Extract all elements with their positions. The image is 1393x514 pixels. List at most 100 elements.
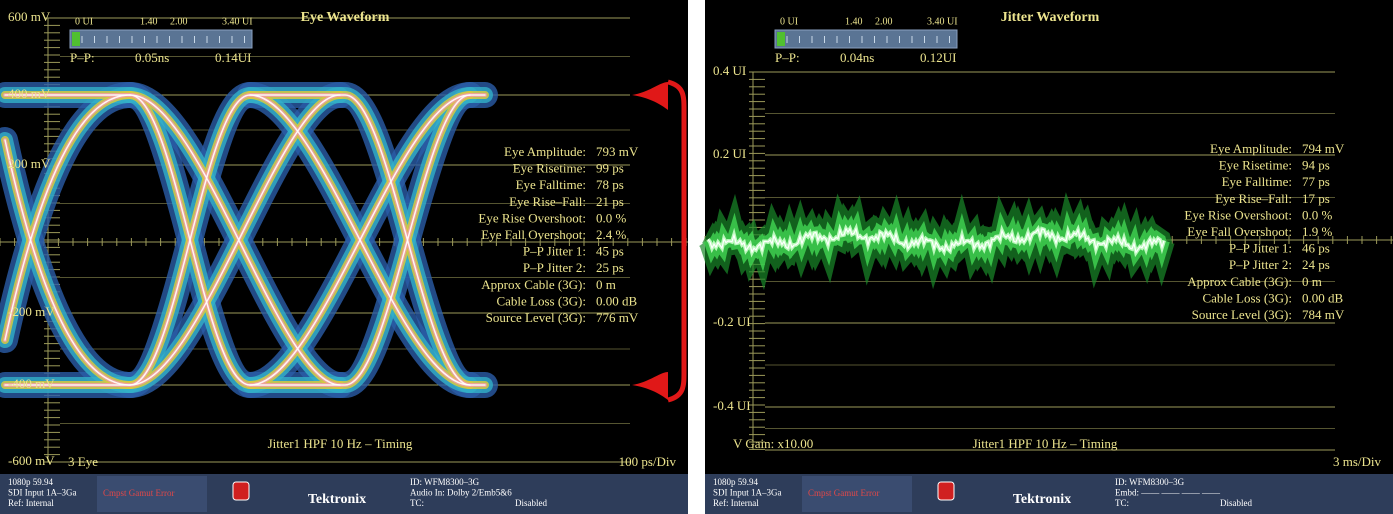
measurement-value: 99 ps bbox=[596, 161, 624, 176]
measurement-label: Approx Cable (3G): bbox=[481, 277, 586, 292]
status-format: SDI Input 1A–3Ga bbox=[713, 488, 782, 498]
status-tc: Disabled bbox=[515, 498, 547, 508]
axis-label: -0.2 UI bbox=[713, 314, 751, 329]
scale-label: 2.00 bbox=[875, 16, 893, 27]
axis-label: -0.4 UI bbox=[713, 398, 751, 413]
measurement-label: Eye Risetime: bbox=[1219, 158, 1292, 173]
panel-title: Eye Waveform bbox=[301, 10, 390, 25]
status-format: 1080p 59.94 bbox=[8, 477, 54, 487]
status-format: Ref: Internal bbox=[713, 498, 759, 508]
measurement-value: 24 ps bbox=[1302, 257, 1330, 272]
measurement-label: Eye Falltime: bbox=[516, 177, 586, 192]
status-info: ID: WFM8300–3G bbox=[410, 477, 480, 487]
scale-bar bbox=[775, 30, 957, 48]
scale-marker bbox=[777, 32, 785, 46]
scale-label: 1.40 bbox=[845, 16, 863, 27]
measurement-value: 0.0 % bbox=[596, 210, 627, 225]
footer-center: Jitter1 HPF 10 Hz – Timing bbox=[268, 436, 413, 451]
waveform-panel: 0 UI 1.40 2.00 3.40 UI P–P: 0.04ns 0.12UI Jitte… bbox=[705, 0, 1393, 514]
scale-label: 0 UI bbox=[75, 16, 93, 27]
scale-bar bbox=[70, 30, 252, 48]
pp-readout: 0.14UI bbox=[215, 50, 251, 65]
axis-label: 400 mV bbox=[8, 86, 51, 101]
axis-label: -200 mV bbox=[8, 304, 55, 319]
measurement-label: Eye Rise–Fall: bbox=[509, 194, 586, 209]
measurement-label: Eye Rise Overshoot: bbox=[478, 210, 586, 225]
measurement-label: Cable Loss (3G): bbox=[1202, 290, 1292, 305]
status-format: Ref: Internal bbox=[8, 498, 54, 508]
scale-label: 3.40 UI bbox=[927, 16, 958, 27]
measurement-label: P–P Jitter 1: bbox=[523, 244, 586, 259]
measurement-label: Eye Rise Overshoot: bbox=[1184, 207, 1292, 222]
status-brand: Tektronix bbox=[1013, 492, 1071, 507]
measurement-value: 1.9 % bbox=[1302, 224, 1333, 239]
footer-right: 100 ps/Div bbox=[619, 454, 677, 469]
status-info: TC: bbox=[1115, 498, 1129, 508]
panel-title: Jitter Waveform bbox=[1001, 10, 1100, 25]
measurement-label: Eye Risetime: bbox=[513, 161, 586, 176]
scale-label: 2.00 bbox=[170, 16, 188, 27]
scale-label: 1.40 bbox=[140, 16, 158, 27]
measurement-value: 78 ps bbox=[596, 177, 624, 192]
pp-readout: 0.04ns bbox=[840, 50, 874, 65]
measurement-value: 77 ps bbox=[1302, 174, 1330, 189]
pp-readout: 0.12UI bbox=[920, 50, 956, 65]
measurement-value: 784 mV bbox=[1302, 307, 1345, 322]
status-info: TC: bbox=[410, 498, 424, 508]
measurement-value: 94 ps bbox=[1302, 158, 1330, 173]
axis-label: 0.2 UI bbox=[713, 146, 746, 161]
measurement-value: 25 ps bbox=[596, 260, 624, 275]
measurement-value: 793 mV bbox=[596, 144, 639, 159]
measurement-value: 0.0 % bbox=[1302, 207, 1333, 222]
axis-label: 200 mV bbox=[8, 156, 51, 171]
scale-label: 3.40 UI bbox=[222, 16, 253, 27]
pp-readout: P–P: bbox=[775, 50, 800, 65]
alarm-icon bbox=[233, 482, 249, 500]
status-info: Embd: —— —— —— —— bbox=[1115, 488, 1221, 498]
status-info: ID: WFM8300–3G bbox=[1115, 477, 1185, 487]
measurement-label: Approx Cable (3G): bbox=[1187, 274, 1292, 289]
measurement-label: Source Level (3G): bbox=[1192, 307, 1292, 322]
axis-label: 0.4 UI bbox=[713, 63, 746, 78]
measurement-label: Eye Fall Overshoot: bbox=[1187, 224, 1292, 239]
status-alarm: Cmpst Gamut Error bbox=[808, 488, 880, 498]
screen: 0 UI 1.40 2.00 3.40 UI P–P: 0.05ns 0.14UI Eye W… bbox=[0, 0, 1393, 514]
status-format: 1080p 59.94 bbox=[713, 477, 759, 487]
measurement-value: 2.4 % bbox=[596, 227, 627, 242]
measurement-value: 46 ps bbox=[1302, 241, 1330, 256]
measurement-label: P–P Jitter 2: bbox=[523, 260, 586, 275]
measurement-value: 0.00 dB bbox=[596, 293, 638, 308]
measurement-value: 0 m bbox=[1302, 274, 1322, 289]
axis-label: -400 mV bbox=[8, 376, 55, 391]
measurement-value: 0.00 dB bbox=[1302, 290, 1344, 305]
measurement-label: Eye Rise–Fall: bbox=[1215, 191, 1292, 206]
status-format: SDI Input 1A–3Ga bbox=[8, 488, 77, 498]
waveform-panel: 0 UI 1.40 2.00 3.40 UI P–P: 0.05ns 0.14UI Eye W… bbox=[0, 0, 688, 514]
pp-readout: P–P: bbox=[70, 50, 95, 65]
axis-label: -600 mV bbox=[8, 453, 55, 468]
axis-label: 600 mV bbox=[8, 9, 51, 24]
scale-label: 0 UI bbox=[780, 16, 798, 27]
measurement-value: 45 ps bbox=[596, 244, 624, 259]
measurement-label: Eye Amplitude: bbox=[504, 144, 586, 159]
measurement-value: 776 mV bbox=[596, 310, 639, 325]
footer-right: 3 ms/Div bbox=[1333, 454, 1382, 469]
alarm-icon bbox=[938, 482, 954, 500]
status-info: Audio In: Dolby 2/Emb5&6 bbox=[410, 488, 512, 498]
status-brand: Tektronix bbox=[308, 492, 366, 507]
footer-left: 3 Eye bbox=[68, 454, 98, 469]
footer-left: V Gain: x10.00 bbox=[733, 436, 813, 451]
measurement-label: P–P Jitter 2: bbox=[1229, 257, 1292, 272]
measurement-value: 0 m bbox=[596, 277, 616, 292]
measurement-value: 17 ps bbox=[1302, 191, 1330, 206]
status-tc: Disabled bbox=[1220, 498, 1252, 508]
measurement-label: Cable Loss (3G): bbox=[496, 293, 586, 308]
measurement-value: 21 ps bbox=[596, 194, 624, 209]
status-alarm: Cmpst Gamut Error bbox=[103, 488, 175, 498]
measurement-label: Eye Amplitude: bbox=[1210, 141, 1292, 156]
measurement-label: P–P Jitter 1: bbox=[1229, 241, 1292, 256]
footer-center: Jitter1 HPF 10 Hz – Timing bbox=[973, 436, 1118, 451]
measurement-value: 794 mV bbox=[1302, 141, 1345, 156]
pp-readout: 0.05ns bbox=[135, 50, 169, 65]
measurement-label: Source Level (3G): bbox=[486, 310, 586, 325]
